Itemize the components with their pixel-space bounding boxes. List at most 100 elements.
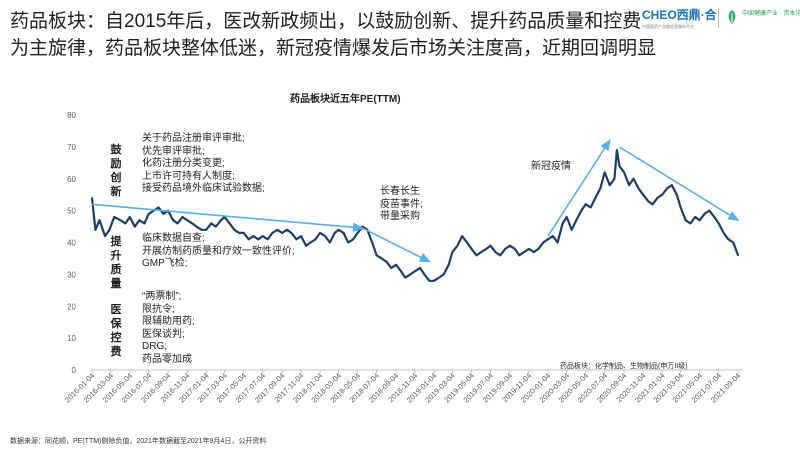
pe-data-point: [523, 251, 526, 254]
pe-data-point: [252, 235, 255, 238]
policy-item: 限抗令;: [142, 303, 175, 315]
pe-data-point: [233, 228, 236, 231]
pe-data-point: [242, 232, 245, 234]
policy-item: 临床数据自查;: [142, 233, 205, 244]
pe-data-point: [647, 200, 649, 203]
pe-data-point: [466, 241, 468, 244]
pe-data-point: [286, 228, 288, 231]
pe-data-point: [138, 219, 141, 222]
pe-data-point: [504, 248, 507, 250]
covid-annotation: 新冠疫情: [531, 161, 571, 174]
pe-data-point: [124, 222, 127, 225]
pe-data-point: [108, 228, 111, 231]
pe-data-point: [195, 225, 198, 228]
pe-data-point: [722, 232, 725, 234]
pe-data-point: [147, 212, 150, 215]
pe-data-point: [247, 238, 250, 241]
pe-data-point: [261, 235, 264, 238]
pe-data-point: [565, 216, 568, 218]
policy-item: 限辅助用药;: [142, 316, 195, 328]
pe-data-point: [533, 251, 535, 254]
pe-data-point: [228, 222, 231, 225]
pe-data-point: [419, 267, 421, 269]
pe-data-point: [442, 273, 445, 276]
pe-data-point: [717, 222, 720, 225]
leaf-icon: [728, 10, 736, 24]
trend-arrow: [618, 146, 740, 222]
cost-control-label: 医保控费: [110, 304, 122, 358]
pe-data-point: [305, 244, 307, 247]
policy-item: “两票制”;: [142, 291, 182, 302]
pe-data-point: [552, 235, 554, 238]
y-tick-label: 10: [67, 334, 76, 343]
pe-data-point: [433, 279, 435, 282]
pe-data-point: [489, 244, 492, 247]
pe-data-point: [281, 232, 283, 234]
pe-data-point: [409, 273, 412, 276]
event-item: 新冠疫情: [531, 161, 571, 172]
pe-data-point: [337, 228, 340, 231]
pe-data-point: [98, 219, 101, 222]
pe-data-point: [220, 219, 222, 222]
forum-logo: 中国健康产业 · 资本论坛: [742, 11, 800, 17]
pe-data-point: [603, 171, 606, 174]
pe-data-point: [94, 228, 97, 231]
y-tick-label: 30: [67, 270, 76, 279]
y-tick-label: 50: [67, 207, 76, 216]
pe-data-point: [438, 276, 440, 279]
pe-data-point: [356, 232, 359, 234]
cost-control-policy-list: “两票制”; 限抗令; 限辅助用药; 医保谈判; DRG; 药品零加成: [142, 291, 195, 367]
pe-data-point: [589, 206, 592, 209]
y-tick-label: 60: [67, 175, 76, 184]
pe-data-point: [661, 193, 664, 196]
pe-data-point: [191, 222, 194, 225]
pe-data-point: [666, 187, 669, 190]
pe-data-point: [514, 248, 516, 250]
policy-item: DRG;: [142, 341, 167, 353]
pe-data-point: [642, 193, 644, 196]
pe-data-point: [713, 216, 716, 218]
y-tick-label: 0: [72, 366, 77, 375]
y-tick-label: 40: [67, 239, 76, 248]
pe-series-line: [90, 149, 740, 282]
policy-item: 医保谈判;: [142, 328, 185, 340]
logo-divider: [718, 8, 719, 28]
pe-data-point: [561, 222, 564, 225]
pe-data-point: [670, 184, 673, 187]
pe-data-point: [684, 219, 687, 222]
pe-data-point: [324, 235, 326, 238]
pe-data-point: [594, 197, 597, 199]
policy-item: 关于药品注册审评审批;: [142, 133, 245, 144]
pe-data-point: [172, 219, 175, 222]
pe-data-point: [570, 228, 573, 231]
cheo-logo: CHEO西鼎·合 中国医药产业链信息服务平台: [642, 8, 717, 29]
pe-data-point: [352, 238, 355, 241]
pe-data-point: [186, 219, 189, 222]
pe-data-point: [485, 248, 488, 250]
chart-title: 药品板块近五年PE(TTM): [290, 94, 401, 105]
pe-data-point: [162, 212, 165, 215]
event-item: 带量采购: [380, 211, 420, 223]
pe-data-point: [679, 206, 682, 209]
pe-data-point: [575, 219, 578, 222]
pe-data-point: [133, 225, 136, 228]
pe-data-point: [613, 177, 616, 180]
pe-data-point: [215, 225, 217, 228]
event-item: 疫苗事件;: [380, 198, 423, 210]
innovation-policy-list: 关于药品注册审评审批; 优先审评审批; 化药注册分类变更; 上市许可持有人制度;…: [142, 133, 265, 196]
pe-data-point: [518, 254, 521, 257]
pe-data-point: [181, 216, 184, 218]
pe-data-point: [423, 273, 426, 276]
pe-data-point: [703, 212, 706, 215]
quality-policy-list: 临床数据自查; 开展仿制药质量和疗效一致性评价; GMP飞检;: [142, 233, 295, 271]
y-tick-label: 70: [67, 143, 76, 152]
pe-data-point: [694, 216, 697, 218]
pe-data-point: [456, 244, 459, 247]
pe-data-point: [584, 203, 587, 206]
pe-data-point: [319, 232, 321, 234]
policy-item: GMP飞检;: [142, 258, 188, 270]
pe-data-point: [347, 241, 350, 244]
pe-data-point: [461, 235, 463, 238]
